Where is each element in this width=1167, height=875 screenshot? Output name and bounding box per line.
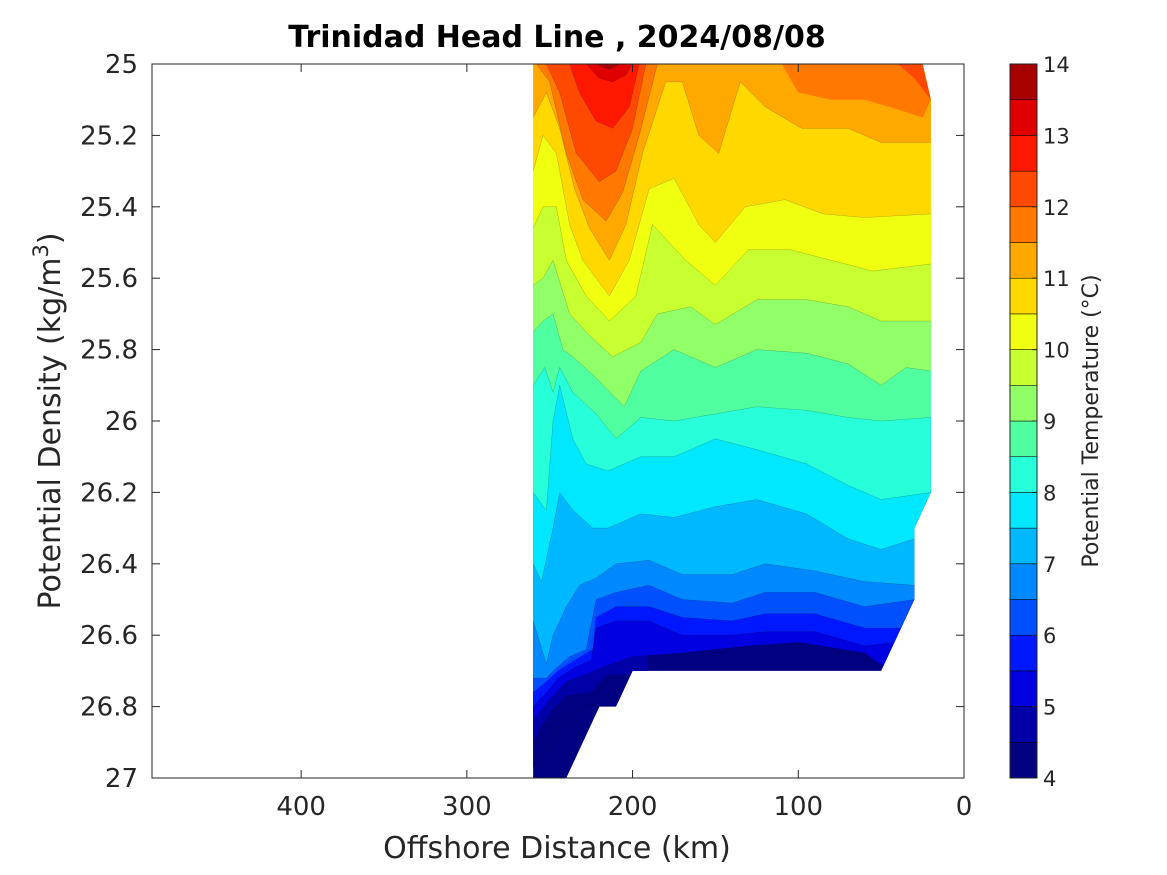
y-tick-label: 25.4 xyxy=(80,193,138,223)
isotherm-line xyxy=(533,81,931,261)
isotherm-line xyxy=(546,64,647,183)
isotherm-line xyxy=(536,64,658,222)
colorbar-segment xyxy=(1009,277,1038,315)
colorbar-segment xyxy=(1009,99,1038,136)
colorbar-segment xyxy=(1009,170,1038,208)
y-axis-title: Potential Density (kg/m3) xyxy=(29,232,68,609)
colorbar-tick-label: 13 xyxy=(1043,124,1070,148)
chart-title: Trinidad Head Line , 2024/08/08 xyxy=(288,20,825,55)
colorbar-segment xyxy=(1009,634,1038,672)
colorbar-tick-label: 7 xyxy=(1043,553,1056,577)
isotherm-line xyxy=(569,64,640,129)
colorbar-segment xyxy=(1009,599,1038,636)
y-tick-label: 26.8 xyxy=(80,693,138,723)
isotherm-line xyxy=(533,674,608,743)
isotherm-line xyxy=(533,585,915,679)
isotherm-line xyxy=(586,64,633,83)
isotherm-line xyxy=(533,491,915,583)
x-tick-label: 300 xyxy=(442,792,492,822)
isotherm-line xyxy=(533,313,931,408)
x-tick-label: 400 xyxy=(276,792,326,822)
colorbar-tick-label: 14 xyxy=(1043,53,1070,77)
colorbar-tick-label: 6 xyxy=(1043,624,1056,648)
isotherm-line xyxy=(533,560,915,665)
isotherm-line xyxy=(533,366,931,440)
colorbar-tick-label: 9 xyxy=(1043,410,1056,434)
colorbar-tick-label: 10 xyxy=(1043,339,1070,363)
y-tick-label: 25 xyxy=(105,50,138,80)
colorbar-segment xyxy=(1009,242,1038,279)
colorbar-title: Potential Temperature (°C) xyxy=(1079,274,1104,567)
contour-fills xyxy=(533,64,964,778)
isotherm-line xyxy=(533,642,890,722)
colorbar-segment xyxy=(1009,563,1038,600)
colorbar xyxy=(1009,63,1038,779)
y-tick-label: 26.4 xyxy=(80,550,138,580)
isotherm-line xyxy=(596,64,620,70)
isotherm-line xyxy=(533,206,931,322)
y-axis-title-main: Potential Density (kg/m xyxy=(33,258,68,610)
y-tick-label: 27 xyxy=(105,764,138,794)
isotherm-line xyxy=(533,385,931,511)
y-axis-title-superscript: 3 xyxy=(29,244,53,257)
colorbar-segment xyxy=(1009,456,1038,493)
colorbar-segment xyxy=(1009,742,1038,779)
isotherm-line xyxy=(533,134,931,297)
y-tick-label: 26.2 xyxy=(80,478,138,508)
colorbar-tick-label: 4 xyxy=(1043,767,1056,791)
isotherm-line xyxy=(533,259,931,357)
y-axis-title-close: ) xyxy=(33,232,68,244)
colorbar-segment xyxy=(1009,527,1038,565)
isotherm-line xyxy=(533,599,915,693)
y-tick-label: 26.6 xyxy=(80,621,138,651)
y-tick-label: 25.6 xyxy=(80,264,138,294)
x-tick-label: 0 xyxy=(956,792,973,822)
colorbar-tick-label: 5 xyxy=(1043,696,1056,720)
y-axis-ticks: 25 25.2 25.4 25.6 25.8 26 26.2 26.4 26.6 26.8 27 xyxy=(80,50,964,794)
y-tick-label: 25.2 xyxy=(80,121,138,151)
colorbar-segment xyxy=(1009,135,1038,172)
colorbar-tick-label: 8 xyxy=(1043,481,1056,505)
colorbar-segment xyxy=(1009,206,1038,243)
x-axis-ticks: 400 300 200 100 0 xyxy=(276,64,972,822)
colorbar-ticks: 4 5 6 7 8 9 10 11 12 13 14 xyxy=(1032,53,1070,791)
colorbar-tick-label: 12 xyxy=(1043,196,1070,220)
contour-band xyxy=(533,64,680,129)
colorbar-segment xyxy=(1009,706,1038,743)
colorbar-segment xyxy=(1009,420,1038,457)
y-tick-label: 25.8 xyxy=(80,336,138,366)
colorbar-tick-label: 11 xyxy=(1043,267,1070,291)
colorbar-segment xyxy=(1009,63,1038,100)
colorbar-segment xyxy=(1009,492,1038,529)
isotherm-line xyxy=(533,702,600,768)
colorbar-segment xyxy=(1009,349,1038,386)
colorbar-segment xyxy=(1009,670,1038,707)
colorbar-segment xyxy=(1009,385,1038,422)
colorbar-segment xyxy=(1009,313,1038,350)
x-axis-title: Offshore Distance (km) xyxy=(383,831,731,866)
x-tick-label: 200 xyxy=(608,792,658,822)
y-tick-label: 26 xyxy=(105,407,138,437)
isotherm-line xyxy=(533,620,898,707)
x-tick-label: 100 xyxy=(773,792,823,822)
